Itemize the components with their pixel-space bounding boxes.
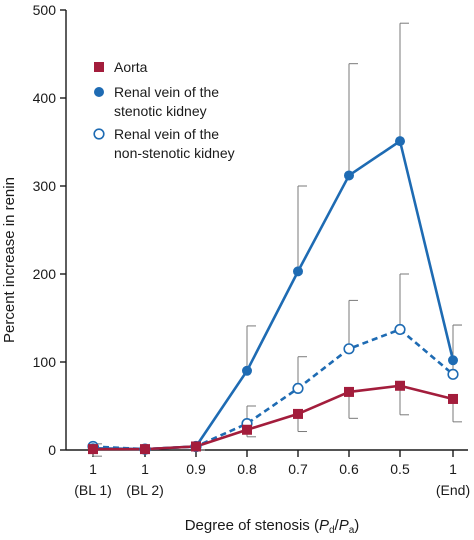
data-point [344, 170, 354, 181]
series-lines [92, 139, 455, 451]
x-axis-title-den-sub: a [349, 525, 355, 536]
x-tick-label: 0.6 [339, 461, 359, 477]
series-line [93, 384, 454, 451]
data-point [88, 444, 98, 455]
x-axis-title-den: P [339, 517, 349, 534]
data-point [191, 441, 201, 452]
data-point [343, 343, 355, 355]
y-axis-title: Percent increase in renin [1, 177, 18, 343]
legend-label: Renal vein of the [114, 84, 219, 100]
legend-swatch [93, 128, 105, 140]
legend-label: non-stenotic kidney [114, 145, 235, 161]
x-axis-title-prefix: Degree of stenosis ( [185, 517, 319, 534]
y-tick-label: 300 [33, 178, 57, 194]
x-axis-title-suffix: ) [354, 517, 359, 534]
legend-label: Renal vein of the [114, 126, 219, 142]
x-axis-title-num: P [319, 517, 329, 534]
y-tick-label: 200 [33, 266, 57, 282]
data-point [242, 424, 252, 435]
x-axis-title: Degree of stenosis (Pd/Pa) [185, 517, 360, 536]
data-point [242, 365, 252, 376]
data-point [293, 408, 303, 419]
data-point [344, 386, 354, 397]
x-tick-label: 1 [449, 461, 457, 477]
data-point [394, 323, 406, 336]
legend: Aorta Renal vein of the stenotic kidney Ren… [93, 59, 235, 161]
legend-label: stenotic kidney [114, 103, 207, 119]
axes: 0 100 200 300 400 500 1 (BL 1) 1 (BL 2) 0.9 0.8 0.7 0… [33, 2, 470, 498]
y-tick-label: 400 [33, 90, 57, 106]
data-point [395, 380, 405, 391]
x-tick-label: 1 [89, 461, 97, 477]
data-point [140, 444, 150, 455]
y-tick-label: 0 [48, 442, 56, 458]
x-axis-title-slash: / [335, 517, 340, 534]
x-axis-title-num-sub: d [329, 525, 335, 536]
data-point [448, 393, 458, 404]
x-tick-sublabel: (BL 2) [126, 482, 164, 498]
axis-labels: Percent increase in renin Degree of sten… [1, 177, 359, 536]
error-bars [92, 22, 462, 457]
legend-label: Aorta [114, 59, 148, 75]
data-point [448, 355, 458, 366]
data-point [395, 136, 405, 147]
x-tick-label: 0.7 [288, 461, 308, 477]
x-tick-label: 0.5 [390, 461, 410, 477]
legend-swatch [94, 62, 104, 72]
y-tick-label: 100 [33, 354, 57, 370]
data-point [292, 382, 304, 395]
y-tick-label: 500 [33, 2, 57, 18]
x-tick-label: 0.8 [237, 461, 257, 477]
series-markers [87, 136, 459, 455]
x-tick-sublabel: (End) [436, 482, 470, 498]
legend-swatch [94, 87, 104, 97]
data-point [447, 368, 459, 380]
series-line [92, 139, 455, 451]
x-tick-sublabel: (BL 1) [74, 482, 112, 498]
x-tick-label: 0.9 [186, 461, 206, 477]
data-point [293, 266, 303, 277]
x-tick-label: 1 [141, 461, 149, 477]
